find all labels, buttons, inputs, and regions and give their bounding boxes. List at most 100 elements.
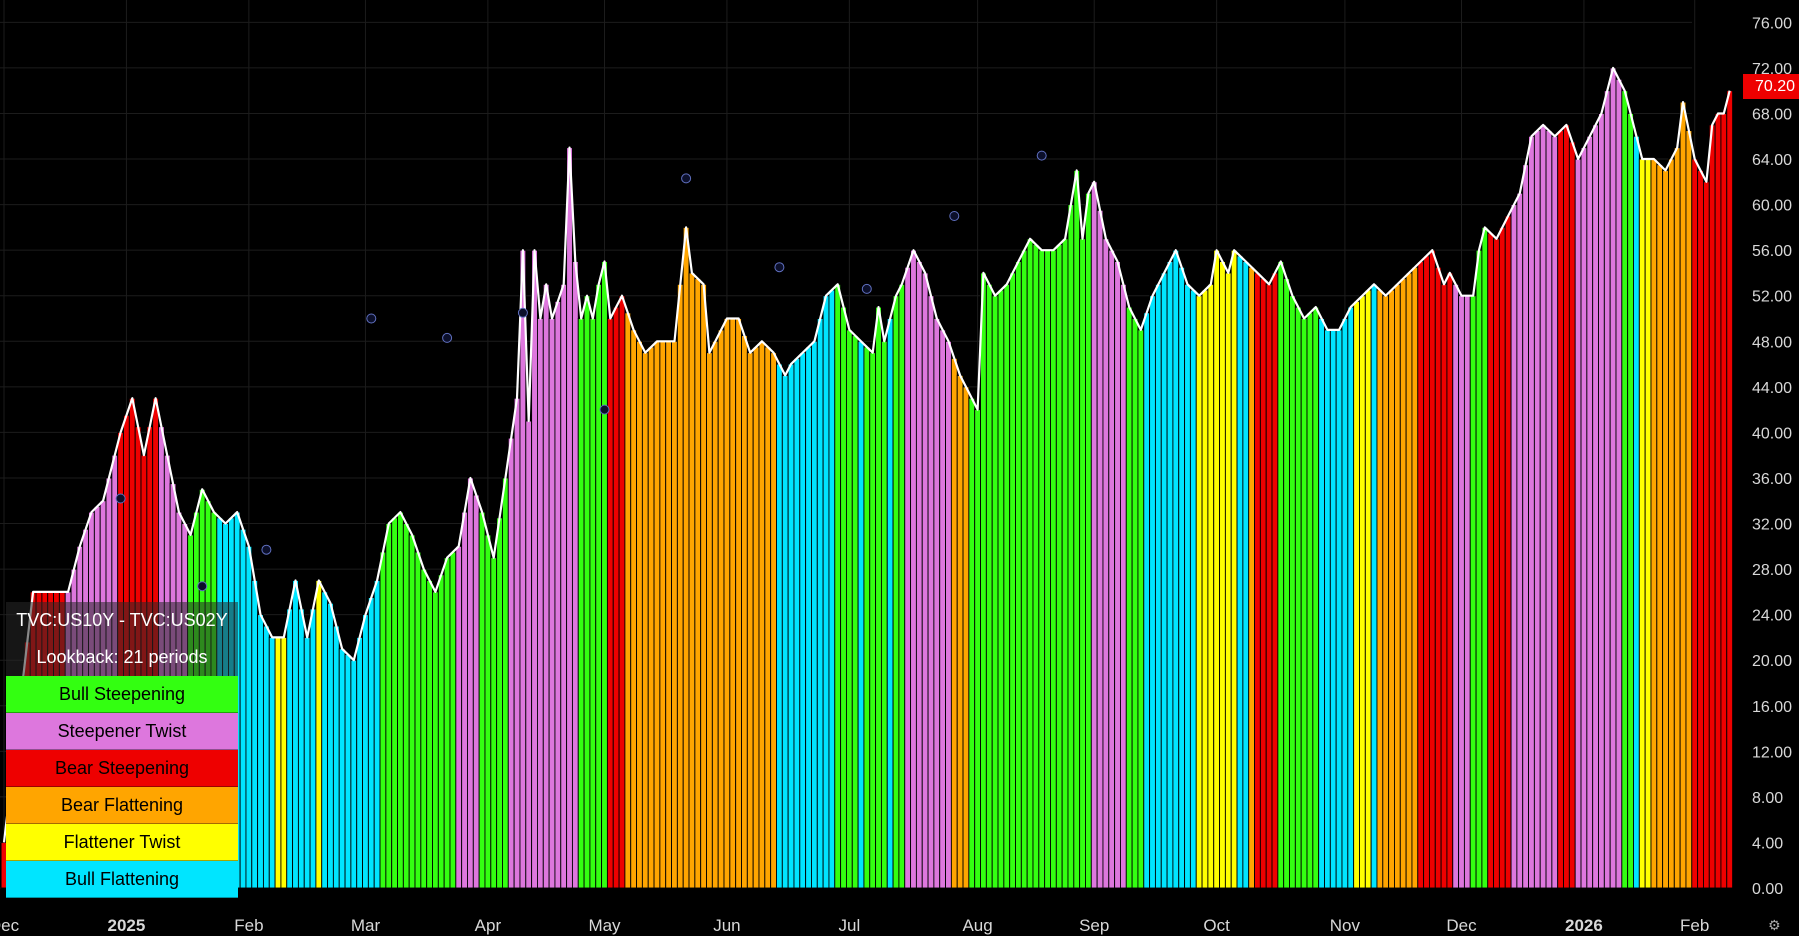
regime-bar [1685, 130, 1693, 889]
regime-bar [904, 266, 912, 889]
regime-bar [1545, 130, 1553, 889]
regime-bar [367, 597, 375, 889]
y-tick-label: 32.00 [1752, 517, 1792, 534]
regime-bar [519, 249, 527, 889]
x-tick-label: Feb [1680, 916, 1709, 935]
regime-bar [1697, 169, 1704, 889]
regime-bar [636, 340, 643, 889]
y-tick-label: 36.00 [1752, 471, 1792, 488]
regime-bar [589, 318, 597, 889]
signal-marker [949, 211, 960, 221]
regime-bar [1026, 238, 1034, 889]
legend-item-bear-flattening: Bear Flattening [6, 787, 238, 824]
regime-bar [1510, 204, 1518, 889]
x-tick-label: Aug [962, 916, 992, 935]
regime-bar [1184, 283, 1191, 889]
regime-bar [1463, 295, 1471, 889]
regime-bar [1102, 238, 1110, 889]
regime-bar [1207, 283, 1215, 889]
regime-bar [1481, 226, 1489, 889]
y-tick-label: 68.00 [1752, 107, 1792, 124]
regime-bar [1289, 295, 1296, 889]
regime-bar [1621, 90, 1629, 889]
regime-bar [321, 591, 329, 889]
legend-item-steepener-twist: Steepener Twist [6, 713, 238, 750]
regime-bar [437, 574, 445, 889]
y-tick-label: 60.00 [1752, 198, 1792, 215]
regime-bar [315, 580, 323, 889]
regime-bar [1446, 272, 1454, 889]
regime-bar [1254, 272, 1261, 889]
regime-bar [1533, 130, 1541, 889]
regime-bar [262, 625, 270, 889]
regime-bar [251, 580, 259, 889]
regime-bar [1230, 249, 1238, 889]
regime-bar [612, 306, 620, 889]
regime-bar [1015, 261, 1022, 889]
regime-bar [851, 335, 859, 889]
regime-bar [309, 608, 317, 889]
regime-bar [1353, 300, 1360, 889]
signal-marker [774, 262, 785, 273]
regime-bar [676, 283, 684, 889]
regime-bar [1347, 306, 1355, 889]
markers [115, 150, 1047, 592]
regime-bar [933, 318, 941, 889]
regime-bar [741, 335, 748, 889]
regime-bar [449, 551, 457, 889]
regime-bar [1469, 295, 1477, 889]
regime-bar [1580, 147, 1588, 889]
settings-icon[interactable]: ⚙ [1768, 917, 1781, 933]
regime-bar [1108, 249, 1116, 889]
regime-bar [694, 278, 702, 889]
legend: TVC:US10Y - TVC:US02Y Lookback: 21 perio… [6, 602, 238, 898]
regime-bar [1458, 295, 1465, 889]
x-axis: Dec 2025 Feb Mar Apr May Jun Jul Aug Sep Oct Nov Dec… [0, 916, 1709, 935]
regime-bar [1399, 278, 1407, 889]
regime-bar [1714, 113, 1722, 889]
regime-bar [601, 261, 608, 889]
regime-bar [391, 517, 398, 889]
regime-bar [397, 511, 404, 889]
regime-bar [985, 283, 993, 889]
regime-bar [729, 318, 737, 889]
regime-bar [1166, 261, 1174, 889]
y-tick-label: 44.00 [1752, 380, 1792, 397]
regime-bar [338, 648, 346, 889]
regime-bar [1294, 306, 1302, 889]
regime-bar [1219, 261, 1226, 889]
last-value-badge: 70.20 [1743, 74, 1799, 99]
regime-bar [379, 551, 387, 889]
regime-bar [303, 636, 311, 889]
regime-bar [1341, 318, 1349, 889]
regime-bar [1364, 289, 1372, 889]
regime-bar [1195, 295, 1203, 889]
regime-bar [1259, 278, 1267, 889]
regime-bar [1359, 295, 1366, 889]
regime-bar [991, 295, 999, 889]
regime-bar [496, 517, 503, 889]
regime-bar [455, 545, 463, 889]
regime-bar [1096, 209, 1104, 889]
regime-bar [1312, 306, 1320, 889]
regime-bar [1487, 232, 1495, 889]
regime-bar [1440, 283, 1448, 889]
regime-bar [875, 306, 882, 889]
regime-bar [548, 318, 556, 889]
y-tick-label: 12.00 [1752, 744, 1792, 761]
regime-bar [426, 580, 433, 889]
regime-bar [1335, 329, 1343, 889]
regime-bar [1061, 238, 1069, 889]
regime-bar [362, 614, 369, 889]
y-tick-label: 8.00 [1752, 790, 1783, 807]
regime-bar [764, 346, 772, 889]
regime-bar [1050, 249, 1057, 889]
x-tick-label: Sep [1079, 916, 1109, 935]
regime-bar [537, 318, 544, 889]
x-tick-label: May [588, 916, 621, 935]
regime-bar [816, 318, 824, 889]
legend-item-bear-steepening: Bear Steepening [6, 750, 238, 787]
regime-bar [1300, 318, 1308, 889]
regime-bar [1131, 318, 1139, 889]
regime-bar [1428, 249, 1436, 889]
